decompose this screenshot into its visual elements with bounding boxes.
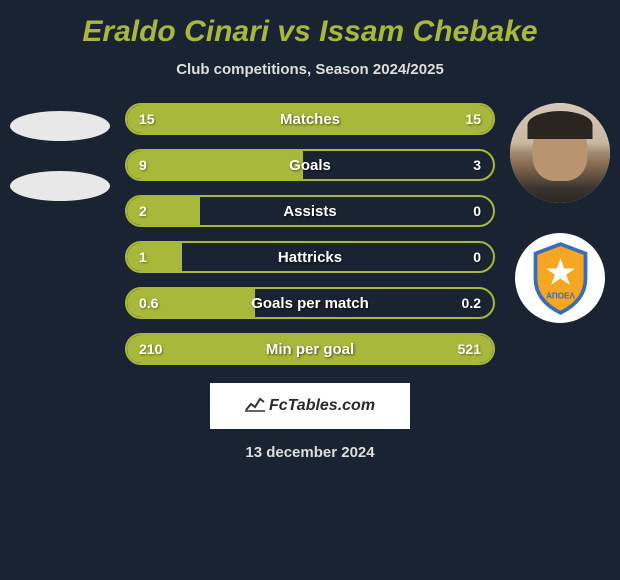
stat-label: Goals: [289, 157, 331, 174]
shield-icon: ΑΠΟΕΛ: [528, 241, 593, 316]
stat-label: Hattricks: [278, 249, 342, 266]
stat-value-right: 0: [473, 203, 481, 219]
stat-label: Matches: [280, 111, 340, 128]
player-left-avatar-placeholder: [10, 111, 110, 141]
player-left-column: [10, 103, 110, 201]
main-row: 15 15 Matches 9 3 Goals 2 0 Assists 1 0 Hattricks 0.…: [10, 103, 610, 365]
stat-row: 15 15 Matches: [125, 103, 495, 135]
stat-value-left: 9: [139, 157, 147, 173]
stat-fill-left: [127, 197, 200, 225]
stat-value-left: 210: [139, 341, 162, 357]
stats-list: 15 15 Matches 9 3 Goals 2 0 Assists 1 0 Hattricks 0.…: [125, 103, 495, 365]
player-right-club-badge: ΑΠΟΕΛ: [515, 233, 605, 323]
stat-value-right: 15: [465, 111, 481, 127]
stat-value-right: 0: [473, 249, 481, 265]
stat-value-left: 1: [139, 249, 147, 265]
brand-badge[interactable]: FcTables.com: [210, 383, 410, 429]
stat-value-right: 0.2: [462, 295, 481, 311]
stat-row: 2 0 Assists: [125, 195, 495, 227]
stat-row: 1 0 Hattricks: [125, 241, 495, 273]
comparison-card: Eraldo Cinari vs Issam Chebake Club comp…: [0, 0, 620, 476]
stat-row: 9 3 Goals: [125, 149, 495, 181]
stat-value-left: 2: [139, 203, 147, 219]
stat-label: Assists: [283, 203, 336, 220]
date-label: 13 december 2024: [10, 444, 610, 461]
stat-fill-left: [127, 243, 182, 271]
stat-fill-left: [127, 151, 303, 179]
subtitle: Club competitions, Season 2024/2025: [10, 61, 610, 78]
stat-value-left: 15: [139, 111, 155, 127]
player-right-avatar: [510, 103, 610, 203]
brand-text: FcTables.com: [269, 397, 375, 415]
stat-value-right: 3: [473, 157, 481, 173]
svg-text:ΑΠΟΕΛ: ΑΠΟΕΛ: [546, 291, 575, 300]
stat-row: 210 521 Min per goal: [125, 333, 495, 365]
stat-label: Min per goal: [266, 341, 354, 358]
player-left-club-placeholder: [10, 171, 110, 201]
stat-value-left: 0.6: [139, 295, 158, 311]
page-title: Eraldo Cinari vs Issam Chebake: [10, 15, 610, 49]
stat-row: 0.6 0.2 Goals per match: [125, 287, 495, 319]
stat-label: Goals per match: [251, 295, 369, 312]
stat-value-right: 521: [458, 341, 481, 357]
player-right-column: ΑΠΟΕΛ: [510, 103, 610, 323]
chart-icon: [245, 396, 265, 417]
